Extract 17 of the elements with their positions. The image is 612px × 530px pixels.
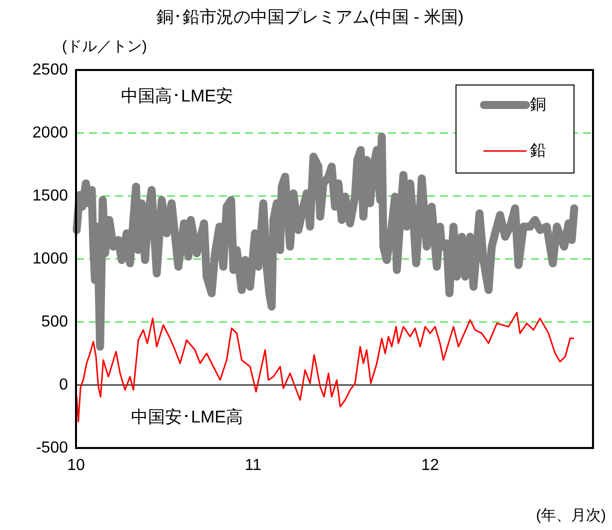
x-tick-label: 11 xyxy=(244,457,262,474)
legend-label: 鉛 xyxy=(530,142,546,160)
y-tick-label: 2000 xyxy=(32,124,68,142)
y-tick-label: 1000 xyxy=(32,250,68,268)
x-axis-title: (年、月次) xyxy=(536,507,606,524)
y-tick-label: 1500 xyxy=(32,187,68,204)
y-tick-label: 2500 xyxy=(32,61,68,78)
y-tick-label: -500 xyxy=(36,439,68,456)
x-tick-label: 10 xyxy=(67,457,85,474)
y-tick-label: 500 xyxy=(41,313,68,330)
annotation: 中国高･LME安 xyxy=(121,86,233,106)
annotation: 中国安･LME高 xyxy=(131,408,243,427)
y-axis-title: (ドル／トン) xyxy=(62,38,147,56)
x-tick-label: 12 xyxy=(421,457,440,474)
legend-label: 銅 xyxy=(530,96,546,114)
y-tick-label: 0 xyxy=(59,376,68,394)
chart-title: 銅･鉛市況の中国プレミアム(中国 - 米国) xyxy=(156,8,464,27)
